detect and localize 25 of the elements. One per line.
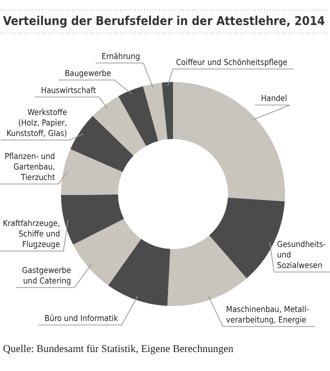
slice-label: Kraftfahrzeuge, Schiffe und Flugzeuge	[2, 218, 60, 249]
donut-slice	[73, 218, 142, 286]
donut-slice	[108, 238, 170, 306]
slice-label: Ernährung	[102, 51, 140, 61]
slice-label: Gastgewerbe und Catering	[22, 265, 72, 286]
donut-slice	[173, 82, 285, 202]
donut-slice	[70, 116, 134, 172]
slice-label: Hauswirtschaft	[41, 85, 96, 95]
slice-label: Pflanzen- und Gartenbau, Tierzucht	[4, 151, 56, 182]
chart-title: Verteilung der Berufsfelder in der Attestlehre, 2014	[3, 14, 326, 28]
donut-slice	[61, 149, 123, 196]
slice-label: Coiffeur und Schönheitspflege	[176, 57, 288, 67]
slice-label: Handel	[261, 93, 287, 103]
donut-slice	[143, 82, 168, 142]
slice-label: Gesundheits- und Sozialwesen	[277, 239, 326, 270]
donut-slice	[118, 86, 158, 146]
donut-slice	[61, 194, 124, 245]
source-note: Quelle: Bundesamt für Statistik, Eigene Berechnungen	[3, 344, 234, 355]
slice-label: Büro und Informatik	[44, 313, 119, 323]
slice-label: Maschinenbau, Metall- verarbeitung, Energie	[226, 304, 310, 324]
slice-label: Baugewerbe	[64, 68, 112, 78]
donut-slice	[167, 235, 247, 306]
donut-slice	[162, 82, 173, 140]
slice-label: Werkstoffe (Holz, Papier, Kunststoff, Glas)	[6, 107, 68, 138]
donut-slice	[92, 96, 146, 156]
